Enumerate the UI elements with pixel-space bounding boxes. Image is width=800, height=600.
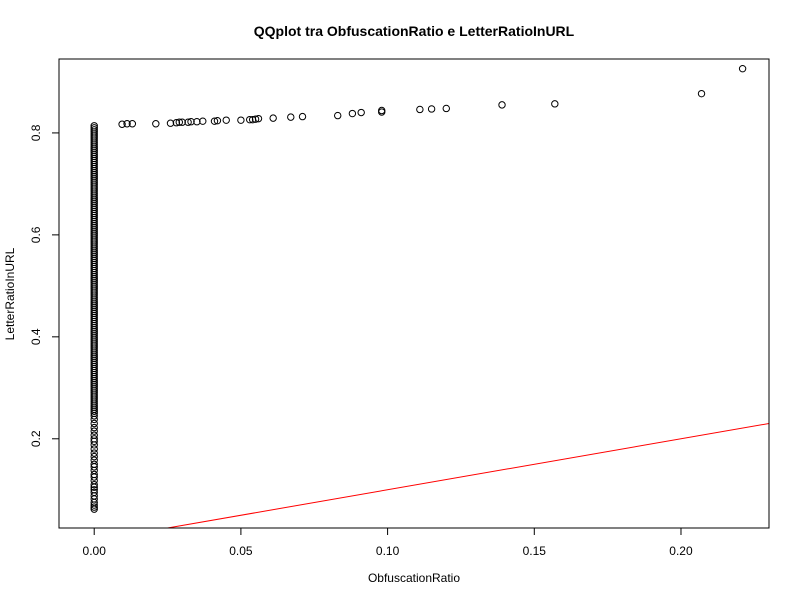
data-point [90, 470, 98, 479]
data-point [187, 118, 195, 126]
data-point [213, 116, 222, 125]
data-point [199, 117, 207, 125]
x-axis: 0.00 0.05 0.10 0.15 0.20 [83, 527, 693, 558]
data-point [90, 423, 98, 432]
data-point [184, 118, 192, 126]
y-axis-label: LetterRatioInURL [3, 247, 17, 340]
x-tick-label: 0.10 [376, 544, 400, 558]
y-axis: 0.2 0.4 0.6 0.8 [29, 124, 60, 447]
x-tick-label: 0.20 [669, 544, 693, 558]
data-point [348, 109, 357, 118]
data-point [551, 100, 559, 108]
data-point [210, 117, 219, 125]
data-point [90, 445, 98, 453]
data-point [222, 116, 230, 124]
data-point [287, 113, 295, 121]
data-point [254, 114, 263, 123]
data-point [90, 486, 98, 494]
reference-line [164, 423, 769, 528]
x-axis-label: ObfuscationRatio [368, 571, 460, 585]
data-point [90, 126, 98, 134]
data-point [175, 118, 183, 126]
y-tick-label: 0.2 [29, 430, 43, 447]
data-point [298, 112, 307, 121]
data-point [697, 89, 706, 98]
data-point [193, 118, 201, 126]
data-point [498, 101, 506, 109]
y-tick-label: 0.4 [29, 328, 43, 345]
data-point [172, 119, 181, 127]
y-tick-label: 0.8 [29, 124, 43, 141]
data-point [251, 115, 260, 123]
data-point [90, 460, 98, 468]
data-point [378, 106, 386, 115]
data-point [427, 105, 436, 113]
data-point [90, 431, 98, 439]
plot-frame [58, 58, 770, 529]
data-point [90, 488, 98, 497]
data-point [357, 108, 365, 117]
y-tick-label: 0.6 [29, 226, 43, 243]
data-point [90, 124, 98, 132]
data-point [442, 104, 450, 113]
data-point [90, 427, 98, 435]
data-point [246, 115, 254, 124]
data-point [90, 449, 98, 457]
data-point [118, 120, 126, 128]
data-point [334, 111, 342, 120]
data-point [166, 119, 175, 127]
x-tick-label: 0.05 [229, 544, 253, 558]
data-point [416, 105, 424, 114]
data-point [90, 435, 98, 443]
data-point [90, 452, 98, 461]
data-point [128, 120, 137, 128]
x-tick-label: 0.00 [83, 544, 107, 558]
data-point [90, 456, 98, 464]
data-point [90, 503, 98, 511]
data-point [152, 120, 160, 128]
data-point [237, 116, 245, 124]
x-tick-label: 0.15 [523, 544, 547, 558]
data-point [269, 114, 277, 122]
data-point [178, 118, 186, 126]
data-point [90, 419, 98, 428]
data-point [738, 64, 747, 73]
data-point [123, 120, 131, 128]
data-point [90, 122, 98, 130]
data-point [90, 480, 98, 489]
chart-title: QQplot tra ObfuscationRatio e LetterRati… [254, 23, 575, 39]
